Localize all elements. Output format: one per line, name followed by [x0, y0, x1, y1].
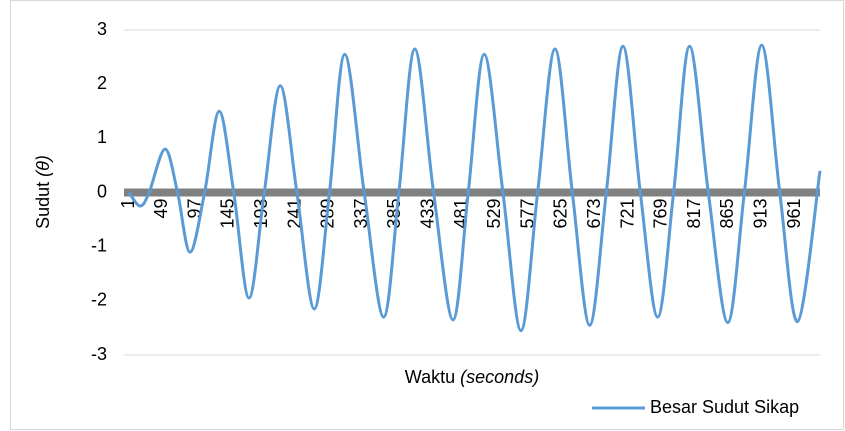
y-tick-label: 1 [97, 127, 107, 147]
y-tick-label: 0 [97, 181, 107, 201]
x-tick-label: 961 [784, 199, 804, 229]
data-line [127, 43, 822, 333]
x-tick-label: 625 [551, 199, 571, 229]
x-tick-label: 529 [484, 199, 504, 229]
x-tick-label: 865 [717, 199, 737, 229]
x-axis-title: Waktu (seconds) [405, 367, 539, 387]
y-tick-label: -2 [91, 290, 107, 310]
legend-label: Besar Sudut Sikap [650, 397, 799, 417]
y-label: Sudut [33, 182, 53, 229]
y-label-symbol: (θ) [33, 155, 53, 177]
y-tick-label: -3 [91, 344, 107, 364]
x-tick-label: 721 [617, 199, 637, 229]
x-tick-label: 145 [218, 199, 238, 229]
x-tick-label: 1 [118, 199, 138, 209]
x-tick-label: 673 [584, 199, 604, 229]
x-label-unit: (seconds) [460, 367, 539, 387]
chart-border [10, 0, 844, 430]
y-axis-title: Sudut (θ) [33, 155, 53, 229]
x-tick-label: 385 [384, 199, 404, 229]
y-tick-label: 2 [97, 73, 107, 93]
x-tick-label: 769 [651, 199, 671, 229]
x-tick-label: 49 [151, 199, 171, 219]
x-tick-label: 913 [750, 199, 770, 229]
x-tick-label: 817 [684, 199, 704, 229]
x-tick-label: 433 [417, 199, 437, 229]
x-tick-label: 577 [517, 199, 537, 229]
y-tick-label: -1 [91, 235, 107, 255]
y-tick-label: 3 [97, 19, 107, 39]
x-label: Waktu [405, 367, 455, 387]
